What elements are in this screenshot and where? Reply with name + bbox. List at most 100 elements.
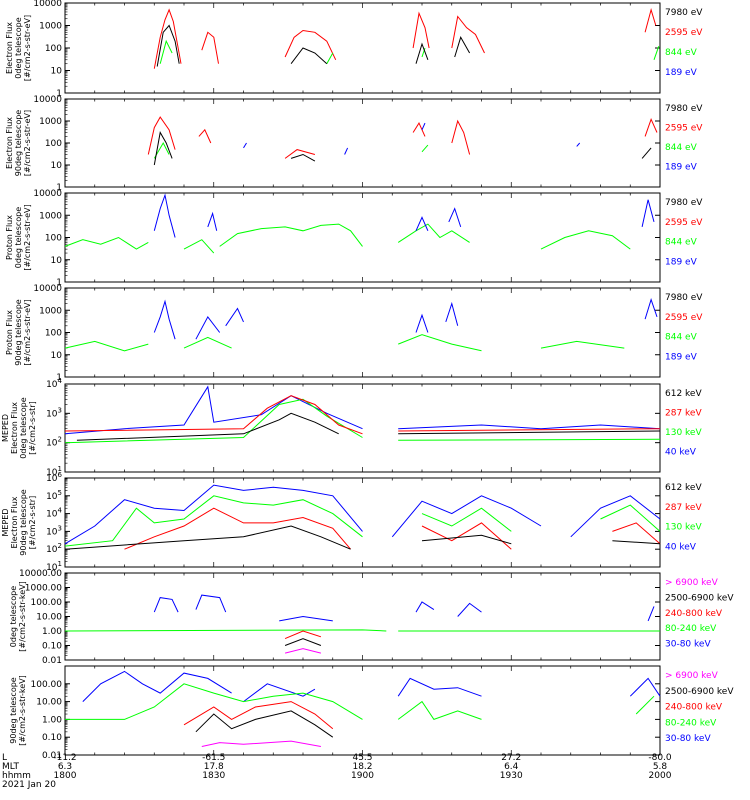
series-line bbox=[421, 122, 426, 131]
panel-frame bbox=[64, 383, 661, 473]
series-line bbox=[195, 710, 334, 738]
series-line bbox=[147, 116, 176, 155]
y-axis-label: 0deg telescope bbox=[19, 397, 28, 458]
legend-entry: 30-80 keV bbox=[665, 640, 711, 650]
panel-frame bbox=[64, 665, 661, 756]
series-line bbox=[284, 638, 322, 646]
series-line bbox=[64, 484, 363, 545]
y-tick-label: 10 bbox=[51, 351, 63, 361]
x-tick-label: 45.5 bbox=[352, 753, 372, 763]
y-axis-label: [#/cm2-s-str-keV] bbox=[18, 675, 27, 746]
series-line bbox=[290, 47, 328, 65]
x-tick-label: 17.8 bbox=[204, 762, 224, 772]
series-line bbox=[448, 207, 462, 228]
x-axis-row-label: L bbox=[2, 753, 7, 763]
y-axis-label: [#/cm2-s-str-keV] bbox=[18, 581, 27, 652]
panel-7: 0.01 0.10 1.00 10.00 100.00 1000.00 10000.000d… bbox=[9, 569, 734, 666]
y-axis-label: MEPED bbox=[1, 414, 10, 442]
x-tick-label: -80.0 bbox=[648, 753, 672, 763]
panel-frame bbox=[64, 192, 661, 283]
y-tick-label: 100.00 bbox=[31, 680, 63, 690]
y-axis-label: Electron Flux bbox=[10, 496, 19, 548]
series-line bbox=[421, 507, 512, 532]
x-tick-label: 18.2 bbox=[352, 762, 372, 772]
y-tick-label: 1 bbox=[56, 373, 62, 383]
series-line bbox=[641, 147, 652, 159]
y-tick-label: 1.00 bbox=[42, 715, 62, 725]
y-tick-label: 10000 bbox=[33, 0, 62, 9]
y-tick-exponent: 4 bbox=[58, 377, 63, 385]
y-axis-label: 0deg telescope bbox=[14, 207, 23, 268]
series-line bbox=[207, 211, 218, 231]
y-tick-label: 100 bbox=[45, 329, 62, 339]
series-line bbox=[629, 677, 661, 697]
y-tick-label: 102 bbox=[46, 542, 62, 555]
y-tick-label: 1000.00 bbox=[25, 584, 62, 594]
series-line bbox=[398, 430, 661, 435]
series-line bbox=[159, 39, 173, 64]
series-line bbox=[451, 15, 485, 54]
y-axis-label: [#/cm2-s-str-eV] bbox=[23, 204, 32, 270]
series-line bbox=[153, 8, 182, 69]
y-tick-exponent: 2 bbox=[58, 436, 62, 444]
y-axis-label: [#/cm2-s-str-eV] bbox=[23, 110, 32, 176]
series-line bbox=[540, 230, 631, 250]
y-tick-label: 10 bbox=[51, 256, 63, 266]
legend-entry: 844 eV bbox=[665, 238, 698, 248]
legend-entry: 80-240 keV bbox=[665, 718, 717, 728]
legend-entry: 2500-6900 keV bbox=[665, 687, 734, 697]
y-axis-label: Proton Flux bbox=[5, 215, 14, 260]
y-axis-label: [#/cm2-s-str] bbox=[28, 496, 37, 549]
x-tick-label: 1800 bbox=[54, 771, 77, 781]
series-line bbox=[397, 700, 482, 721]
series-line bbox=[397, 223, 470, 243]
y-tick-label: 10000 bbox=[33, 284, 62, 294]
y-axis-label: Electron Flux bbox=[10, 402, 19, 454]
panel-4: 1 10 100 1000 10000 Proton Flux 90deg telescop… bbox=[5, 284, 703, 383]
series-line bbox=[635, 695, 655, 715]
y-tick-exponent: 1 bbox=[58, 465, 62, 473]
legend-entry: 287 keV bbox=[665, 409, 702, 419]
panel-2: 1 10 100 1000 10000 Electron Flux 90deg telesc… bbox=[5, 95, 703, 193]
y-tick-label: 100 bbox=[45, 44, 62, 54]
x-tick-label: -11.2 bbox=[53, 753, 76, 763]
legend-entry: 2595 eV bbox=[665, 28, 703, 38]
series-line bbox=[398, 424, 661, 430]
y-tick-label: 10.00 bbox=[36, 698, 62, 708]
series-line bbox=[183, 336, 232, 349]
y-axis-label: 90deg telescope bbox=[14, 110, 23, 177]
series-line bbox=[64, 236, 149, 250]
panel-frame bbox=[64, 572, 661, 661]
x-tick-label: 1830 bbox=[202, 771, 225, 781]
x-tick-label: 5.8 bbox=[653, 762, 668, 772]
y-tick-label: 103 bbox=[46, 524, 62, 537]
x-tick-label: 2000 bbox=[649, 771, 672, 781]
series-line bbox=[65, 683, 363, 720]
legend-entry: 30-80 keV bbox=[665, 734, 711, 744]
y-tick-label: 10 bbox=[51, 67, 63, 77]
series-line bbox=[457, 602, 482, 617]
x-axis-row-label: hhmm bbox=[2, 771, 31, 781]
series-line bbox=[201, 740, 321, 747]
legend-entry: 189 eV bbox=[665, 68, 698, 78]
y-axis-label: Electron Flux bbox=[5, 117, 14, 169]
series-line bbox=[412, 11, 430, 49]
series-line bbox=[64, 395, 363, 435]
y-tick-exponent: 2 bbox=[58, 542, 62, 550]
series-line bbox=[415, 216, 429, 232]
series-line bbox=[600, 504, 661, 532]
y-axis-label: Proton Flux bbox=[5, 310, 14, 355]
legend-entry: 7980 eV bbox=[665, 8, 703, 18]
series-line bbox=[198, 128, 212, 144]
legend-entry: 240-800 keV bbox=[665, 609, 723, 619]
legend-entry: 7980 eV bbox=[665, 198, 703, 208]
legend-entry: 2595 eV bbox=[665, 313, 703, 323]
panel-frame bbox=[64, 98, 661, 188]
series-line bbox=[279, 615, 333, 622]
series-line bbox=[612, 540, 661, 545]
series-line bbox=[284, 648, 322, 654]
legend-entry: 612 keV bbox=[665, 483, 702, 493]
x-axis-row-label: MLT bbox=[2, 762, 20, 772]
